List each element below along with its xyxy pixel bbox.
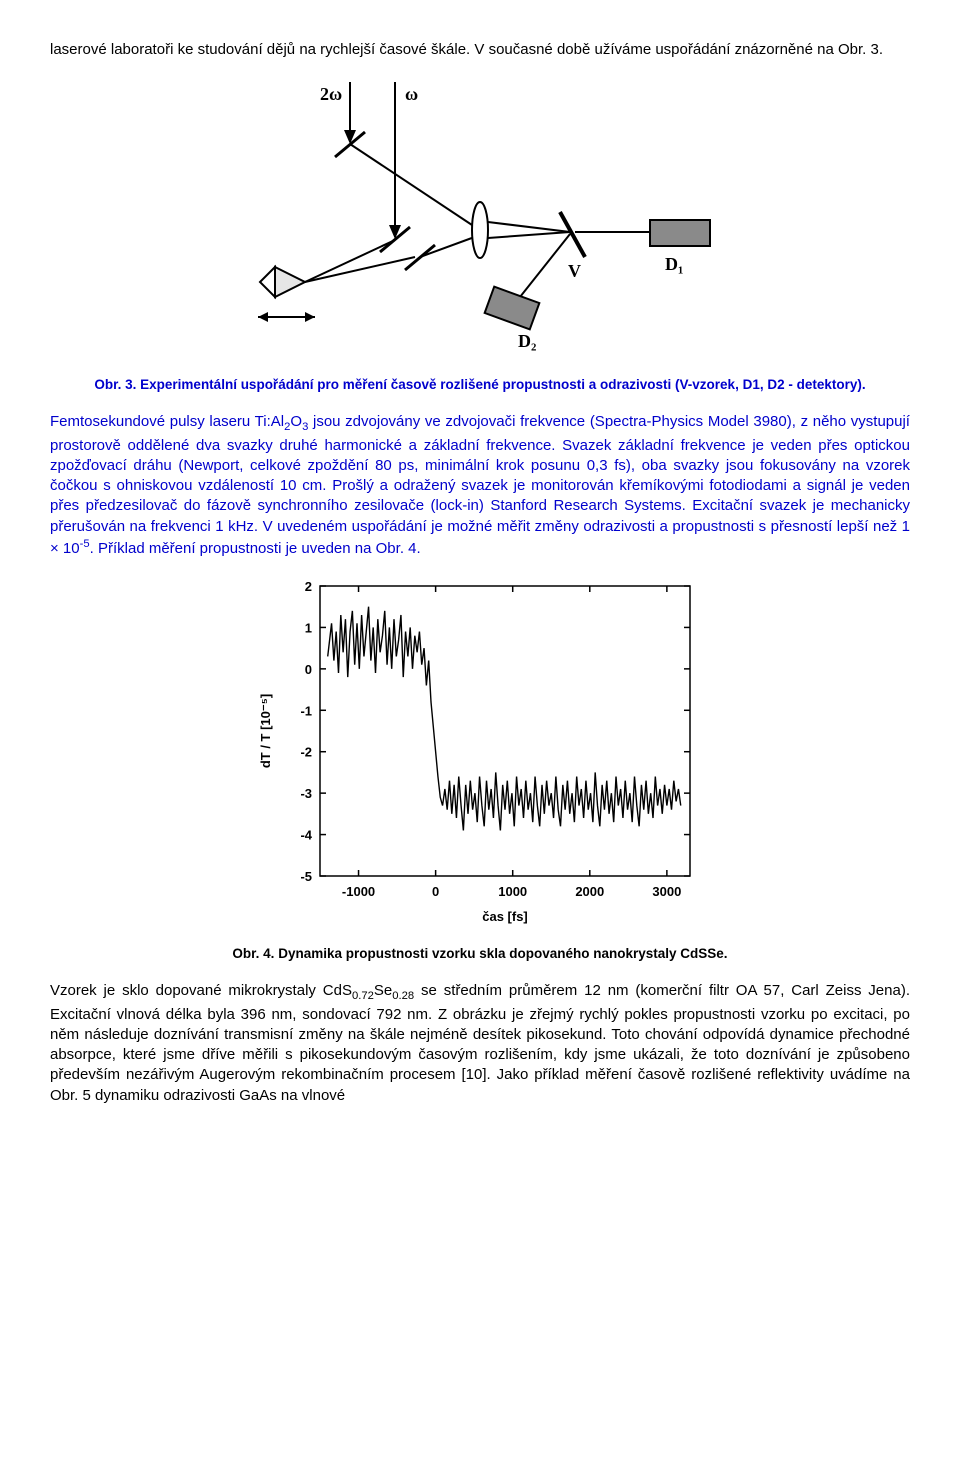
para2-pre: Femtosekundové pulsy laseru Ti:Al	[50, 413, 284, 430]
para2-body: jsou zdvojovány ve zdvojovači frekvence …	[50, 413, 910, 556]
methods-paragraph: Femtosekundové pulsy laseru Ti:Al2O3 jso…	[50, 412, 910, 559]
svg-text:-3: -3	[300, 786, 312, 801]
svg-text:-1: -1	[300, 703, 312, 718]
svg-text:D₁: D₁	[665, 254, 683, 274]
para2-sup: -5	[80, 538, 90, 550]
caption4-text: Obr. 4. Dynamika propustnosti vzorku skl…	[232, 946, 727, 961]
svg-text:-1000: -1000	[342, 884, 375, 899]
para3-sub1: 0.72	[352, 990, 374, 1002]
svg-text:čas [fs]: čas [fs]	[482, 909, 528, 924]
svg-text:3000: 3000	[652, 884, 681, 899]
svg-text:2: 2	[305, 579, 312, 594]
svg-text:1000: 1000	[498, 884, 527, 899]
svg-text:V: V	[568, 261, 581, 281]
svg-text:-2: -2	[300, 745, 312, 760]
caption3-text: Obr. 3. Experimentální uspořádání pro mě…	[94, 377, 865, 392]
svg-text:1: 1	[305, 621, 312, 636]
svg-text:-5: -5	[300, 869, 312, 884]
para2-tail: . Příklad měření propustnosti je uveden …	[90, 540, 421, 557]
para3-pre: Vzorek je sklo dopované mikrokrystaly Cd…	[50, 982, 352, 999]
svg-text:dT / T [10⁻⁵]: dT / T [10⁻⁵]	[258, 694, 273, 768]
figure-4-svg: -5 -4 -3 -2 -1 0 1 2 -1000 0 1000 2000 3000 čas [fs] d…	[250, 571, 710, 931]
para2-mid1: O	[290, 413, 302, 430]
svg-text:-4: -4	[300, 828, 312, 843]
svg-text:0: 0	[305, 662, 312, 677]
para3-sub2: 0.28	[392, 990, 414, 1002]
svg-text:0: 0	[432, 884, 439, 899]
results-paragraph: Vzorek je sklo dopované mikrokrystaly Cd…	[50, 981, 910, 1105]
svg-text:2000: 2000	[575, 884, 604, 899]
figure-3-caption: Obr. 3. Experimentální uspořádání pro mě…	[50, 376, 910, 394]
figure-4: -5 -4 -3 -2 -1 0 1 2 -1000 0 1000 2000 3000 čas [fs] d…	[50, 571, 910, 931]
svg-text:ω: ω	[405, 84, 418, 104]
para3-body: se středním průměrem 12 nm (komerční fil…	[50, 982, 910, 1103]
figure-3-svg: 2ω ω V D₁ D₂	[220, 72, 740, 362]
figure-4-caption: Obr. 4. Dynamika propustnosti vzorku skl…	[50, 945, 910, 963]
para1-text: laserové laboratoři ke studování dějů na…	[50, 41, 883, 58]
para3-mid: Se	[374, 982, 392, 999]
intro-paragraph: laserové laboratoři ke studování dějů na…	[50, 40, 910, 60]
svg-text:2ω: 2ω	[320, 84, 342, 104]
svg-text:D₂: D₂	[518, 331, 536, 351]
figure-3: 2ω ω V D₁ D₂	[50, 72, 910, 362]
